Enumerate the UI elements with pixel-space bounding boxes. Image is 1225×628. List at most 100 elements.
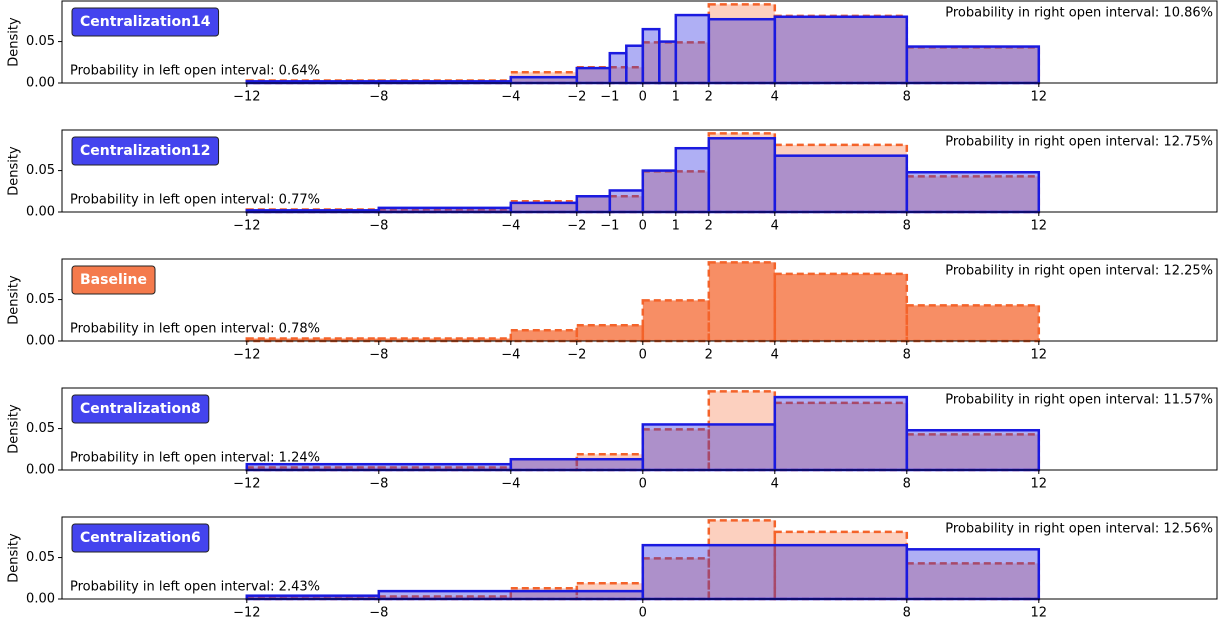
x-tick-label: 8 xyxy=(903,219,911,234)
x-tick-label: 12 xyxy=(1031,90,1048,105)
histogram-bar xyxy=(608,189,645,214)
y-tick-label: 0.05 xyxy=(26,421,55,436)
x-tick-label: −1 xyxy=(600,219,619,234)
histogram-bar xyxy=(658,40,678,85)
histogram-bar xyxy=(641,27,661,85)
badge-label: Baseline xyxy=(80,272,147,288)
badge xyxy=(71,7,220,37)
x-tick-label: 8 xyxy=(903,90,911,105)
badge xyxy=(71,136,220,166)
x-tick-label: 0 xyxy=(639,219,647,234)
histogram-bar xyxy=(773,272,909,343)
histogram-bar xyxy=(575,195,612,214)
x-tick-label: −12 xyxy=(233,90,260,105)
y-tick-label: 0.00 xyxy=(26,463,55,478)
x-tick-label: 1 xyxy=(672,219,680,234)
x-tick-label: 0 xyxy=(639,348,647,363)
y-tick-label: 0.05 xyxy=(26,163,55,178)
x-tick-label: 0 xyxy=(639,606,647,621)
badge xyxy=(71,523,210,553)
x-tick-label: −8 xyxy=(369,477,388,492)
x-tick-label: 4 xyxy=(771,219,779,234)
left-annotation: Probability in left open interval: 0.77% xyxy=(70,193,320,208)
histogram-bar xyxy=(575,66,612,85)
histogram-bar xyxy=(674,13,711,85)
histogram-bar xyxy=(674,146,711,214)
x-tick-label: −4 xyxy=(501,477,520,492)
y-axis-label: Density xyxy=(7,404,22,454)
left-annotation: Probability in left open interval: 0.64% xyxy=(70,64,320,79)
right-annotation: Probability in right open interval: 12.5… xyxy=(945,522,1213,537)
badge xyxy=(71,394,210,424)
histogram-bar xyxy=(641,423,777,472)
y-axis-label: Density xyxy=(7,146,22,196)
x-tick-label: 0 xyxy=(639,90,647,105)
x-tick-label: −4 xyxy=(501,90,520,105)
histogram-bar xyxy=(641,543,909,601)
histogram-bar xyxy=(905,175,1041,214)
histogram-bar xyxy=(377,206,513,214)
histogram-bar xyxy=(773,154,909,214)
right-annotation: Probability in right open interval: 12.7… xyxy=(945,135,1213,150)
x-tick-label: 12 xyxy=(1031,606,1048,621)
x-tick-label: −12 xyxy=(233,348,260,363)
y-tick-label: 0.00 xyxy=(26,76,55,91)
x-tick-label: 1 xyxy=(672,90,680,105)
x-tick-label: 2 xyxy=(705,348,713,363)
x-tick-label: 2 xyxy=(705,90,713,105)
panel: 0.000.05−12 −8 −4 −2 −1 0 1 2 4 8 12DensityProbabi… xyxy=(7,129,1218,234)
histogram-bar xyxy=(509,457,645,472)
left-annotation: Probability in left open interval: 2.43% xyxy=(70,580,320,595)
histogram-bar xyxy=(377,589,645,601)
x-tick-label: 4 xyxy=(771,477,779,492)
histogram-bar xyxy=(707,17,777,85)
x-tick-label: −4 xyxy=(501,348,520,363)
y-tick-label: 0.00 xyxy=(26,334,55,349)
x-tick-label: 8 xyxy=(903,606,911,621)
x-tick-label: −1 xyxy=(600,90,619,105)
histogram-bar xyxy=(641,428,711,472)
badge-label: Centralization8 xyxy=(80,401,201,417)
histogram-bar xyxy=(625,44,645,85)
x-tick-label: 4 xyxy=(771,90,779,105)
histogram-bar xyxy=(773,15,909,85)
y-tick-label: 0.00 xyxy=(26,205,55,220)
y-tick-label: 0.05 xyxy=(26,292,55,307)
right-annotation: Probability in right open interval: 11.5… xyxy=(945,393,1213,408)
y-tick-label: 0.05 xyxy=(26,550,55,565)
y-axis-label: Density xyxy=(7,275,22,325)
badge-label: Centralization6 xyxy=(80,530,201,546)
x-tick-label: 4 xyxy=(771,348,779,363)
panel: 0.000.05−12 −8 −4 −2 −1 0 1 2 4 8 12DensityProbabi… xyxy=(7,0,1218,105)
panel: 0.00 0.05 −12 −8 −4 −2 0 2 4 8 12 Density Probabilit… xyxy=(7,258,1218,363)
x-tick-label: 8 xyxy=(903,477,911,492)
y-axis-label: Density xyxy=(7,17,22,67)
x-tick-label: −8 xyxy=(369,90,388,105)
panel: 0.00 0.05 −12 −8 −4 0 4 8 12 Density Probability i… xyxy=(7,387,1218,492)
histogram-bar xyxy=(905,304,1041,343)
x-tick-label: −12 xyxy=(233,219,260,234)
histogram-bar xyxy=(905,45,1041,85)
histogram-bar xyxy=(773,395,909,472)
histogram-bar xyxy=(707,3,777,85)
x-tick-label: −12 xyxy=(233,477,260,492)
panel: 0.00 0.05 −12 −8 0 8 12 Density Probability in l… xyxy=(7,516,1218,621)
x-tick-label: −12 xyxy=(233,606,260,621)
x-tick-label: 0 xyxy=(639,477,647,492)
x-tick-label: 2 xyxy=(705,219,713,234)
x-tick-label: −8 xyxy=(369,348,388,363)
histogram-bar xyxy=(509,75,579,85)
histogram-bar xyxy=(905,548,1041,601)
left-annotation: Probability in left open interval: 1.24% xyxy=(70,451,320,466)
histogram-bar xyxy=(707,261,777,343)
x-tick-label: −2 xyxy=(567,348,586,363)
histogram-bar xyxy=(509,201,579,214)
histogram-bar xyxy=(575,324,645,343)
x-tick-label: −2 xyxy=(567,219,586,234)
badge-label: Centralization12 xyxy=(80,143,211,159)
y-axis-label: Density xyxy=(7,533,22,583)
x-tick-label: −2 xyxy=(567,90,586,105)
histogram-bar xyxy=(608,51,628,85)
histogram-bar xyxy=(641,299,711,343)
